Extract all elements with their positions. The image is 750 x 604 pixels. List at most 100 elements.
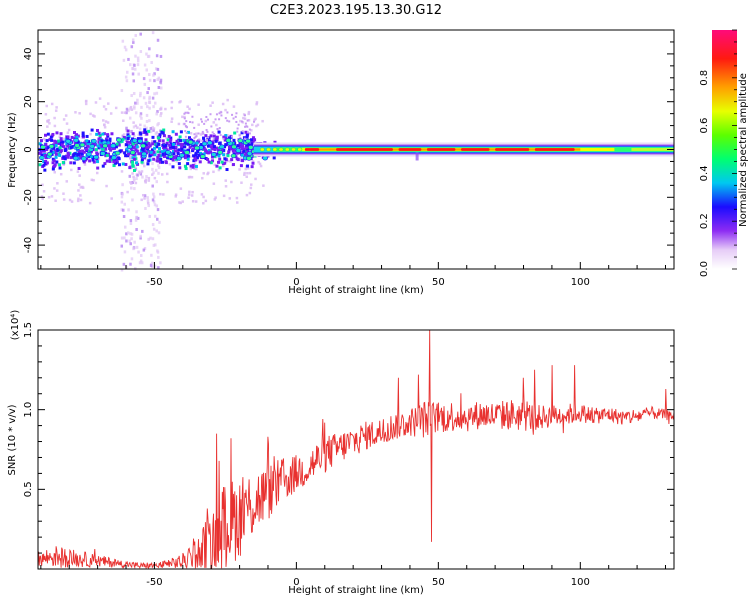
spectrogram-cell <box>79 198 83 202</box>
x-tick-label: 0 <box>293 277 299 288</box>
spectrogram-cell <box>186 139 190 143</box>
spectrogram-cell <box>204 134 208 138</box>
spectrogram-cell <box>129 105 133 109</box>
spectrogram-cell <box>191 121 194 124</box>
spectrogram-cell <box>248 128 251 131</box>
spectrogram-cell <box>163 149 167 153</box>
spectrogram-cell <box>232 117 235 120</box>
spectrogram-cell <box>235 151 239 155</box>
spectrogram-cell <box>212 170 215 174</box>
spectrogram-cell <box>204 150 208 154</box>
spectrogram-cell <box>192 159 196 163</box>
spectrogram-cell <box>230 158 234 162</box>
spectrogram-cell <box>62 192 65 195</box>
spectrogram-cell <box>153 203 157 207</box>
spectrogram-blob <box>200 154 206 159</box>
spectrogram-blob <box>187 139 194 145</box>
spectrogram-cell <box>248 171 252 175</box>
spectrogram-cell <box>136 56 140 60</box>
spectrogram-cell <box>226 119 229 122</box>
spectrogram-blob <box>126 144 133 150</box>
spectrogram-cell <box>89 155 93 159</box>
spectrogram-cell <box>195 132 198 135</box>
spectrogram-cell <box>230 180 233 184</box>
spectrogram-cell <box>181 143 185 147</box>
spectrogram-cell <box>145 132 149 136</box>
spectrogram-cell <box>95 132 99 136</box>
spectrogram-cell <box>176 141 180 145</box>
spectrogram-cell <box>56 142 60 146</box>
spectrogram-cell <box>129 153 132 157</box>
spectrogram-blob <box>129 150 136 155</box>
spectrogram-cell <box>211 131 214 134</box>
spectrogram-cell <box>108 137 112 141</box>
spectrogram-cell <box>77 166 81 170</box>
spectrogram-cell <box>117 157 121 161</box>
spectrogram-cell <box>89 132 92 136</box>
spectrogram-cell <box>59 149 63 153</box>
spectrogram-cell <box>84 147 88 151</box>
spectrogram-cell <box>122 215 126 219</box>
spectrogram-cell <box>125 147 129 151</box>
spectrogram-cell <box>162 154 166 158</box>
spectrogram-cell <box>212 134 216 138</box>
spectrogram-cell <box>218 118 221 121</box>
spectrogram-cell <box>57 139 61 143</box>
colorbar-tick-label: 0.6 <box>699 118 710 134</box>
spectrogram-cell <box>152 157 156 161</box>
spectrogram-cell <box>194 151 198 155</box>
spectrogram-cell <box>207 171 210 175</box>
spectrogram-cell <box>202 136 206 140</box>
spectrogram-cell <box>227 145 231 149</box>
spectrogram-cell <box>64 114 68 117</box>
spectrogram-cell <box>126 152 130 156</box>
spectrogram-cell <box>210 155 214 159</box>
spectrogram-cell <box>218 112 221 115</box>
spectrogram-cell <box>102 119 105 122</box>
spectrogram-cell <box>85 139 89 143</box>
spectrogram-cell <box>65 180 69 183</box>
spectrogram-cell <box>55 189 59 192</box>
spectrogram-cell <box>161 144 165 148</box>
spectrogram-cell <box>202 195 205 199</box>
spectrogram-cell <box>105 184 108 188</box>
spectrogram-cell <box>62 163 66 166</box>
spectrogram-cell <box>168 146 172 150</box>
spectrogram-cell <box>215 146 219 150</box>
spectrogram-cell <box>198 138 201 141</box>
spectrogram-cell <box>133 187 136 191</box>
spectrogram-cell <box>224 108 227 112</box>
spectrogram-cell <box>59 132 63 136</box>
spectrogram-cell <box>140 254 143 258</box>
spectrogram-cell <box>67 153 71 157</box>
spectrogram-cell <box>56 162 60 166</box>
spectrogram-cell <box>218 166 222 170</box>
spectrogram-cell <box>151 184 154 188</box>
spectrogram-cell <box>242 116 245 120</box>
spectrogram-cell <box>124 48 128 52</box>
spectrogram-cell <box>44 112 48 116</box>
spectrogram-cell <box>262 184 265 187</box>
spectrogram-cell <box>142 77 146 81</box>
ridge-dot <box>284 147 290 152</box>
spectrogram-cell <box>213 163 216 167</box>
spectrogram-cell <box>191 149 195 153</box>
spectrogram-blob <box>245 138 251 144</box>
spectrogram-cell <box>217 154 221 158</box>
spectrogram-blob <box>46 151 53 157</box>
spectrogram-cell <box>178 135 182 139</box>
spectrogram-cell <box>197 123 200 126</box>
spectrogram-cell <box>157 171 160 175</box>
spectrogram-cell <box>131 72 135 76</box>
spectrogram-cell <box>62 118 66 121</box>
spectrogram-cell <box>135 215 138 219</box>
spectrogram-cell <box>258 162 262 166</box>
spectrogram-cell <box>146 201 150 205</box>
spectrogram-cell <box>88 201 92 205</box>
spectrogram-cell <box>152 128 155 132</box>
ridge-peak-core <box>534 148 575 151</box>
spectrogram-cell <box>105 139 109 143</box>
spectrogram-cell <box>131 142 135 146</box>
spectrogram-cell <box>138 171 142 174</box>
spectrogram-cell <box>183 141 187 145</box>
